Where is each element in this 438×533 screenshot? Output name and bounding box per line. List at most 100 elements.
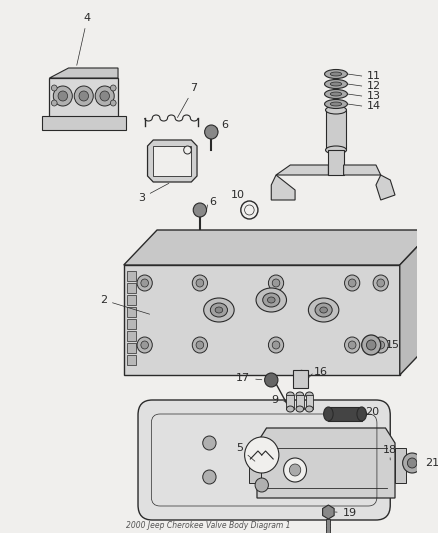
Polygon shape — [148, 140, 197, 182]
Text: 2000 Jeep Cherokee Valve Body Diagram 1: 2000 Jeep Cherokee Valve Body Diagram 1 — [126, 521, 291, 530]
Text: 15: 15 — [385, 340, 399, 350]
Circle shape — [272, 341, 280, 349]
Text: 6: 6 — [209, 197, 216, 207]
Circle shape — [265, 373, 278, 387]
Circle shape — [244, 437, 279, 473]
Circle shape — [255, 478, 268, 492]
Ellipse shape — [210, 303, 227, 317]
Circle shape — [407, 458, 417, 468]
Bar — [326, 519, 330, 533]
Text: 10: 10 — [230, 190, 244, 205]
Ellipse shape — [330, 92, 342, 96]
Circle shape — [241, 201, 258, 219]
Ellipse shape — [330, 102, 342, 106]
Circle shape — [345, 337, 360, 353]
Polygon shape — [49, 68, 118, 78]
Circle shape — [284, 458, 307, 482]
Circle shape — [53, 86, 72, 106]
Text: 6: 6 — [221, 120, 228, 130]
Circle shape — [58, 91, 67, 101]
Text: 11: 11 — [367, 71, 381, 81]
Polygon shape — [124, 230, 433, 265]
Text: 4: 4 — [77, 13, 91, 65]
Circle shape — [367, 340, 376, 350]
Text: 12: 12 — [367, 81, 381, 91]
Ellipse shape — [325, 106, 346, 114]
Text: 5: 5 — [236, 443, 255, 461]
Circle shape — [373, 337, 389, 353]
Circle shape — [348, 279, 356, 287]
Circle shape — [192, 337, 208, 353]
Text: 17: 17 — [236, 373, 262, 383]
Circle shape — [51, 100, 57, 106]
Circle shape — [268, 275, 284, 291]
Bar — [293, 370, 308, 388]
Circle shape — [141, 341, 148, 349]
Polygon shape — [376, 175, 395, 200]
Ellipse shape — [256, 288, 286, 312]
Bar — [127, 283, 136, 293]
Bar — [249, 448, 261, 483]
Text: 14: 14 — [367, 101, 381, 111]
Circle shape — [403, 453, 422, 473]
Polygon shape — [124, 265, 400, 375]
Polygon shape — [400, 230, 433, 375]
Text: 20: 20 — [365, 407, 380, 417]
Bar — [286, 395, 294, 409]
Circle shape — [377, 341, 385, 349]
Ellipse shape — [315, 303, 332, 317]
Bar — [325, 110, 346, 150]
Ellipse shape — [325, 146, 346, 154]
Circle shape — [110, 85, 116, 91]
FancyBboxPatch shape — [138, 400, 390, 520]
Circle shape — [137, 337, 152, 353]
Ellipse shape — [215, 307, 223, 313]
Bar — [127, 295, 136, 305]
Ellipse shape — [325, 79, 347, 88]
Ellipse shape — [204, 298, 234, 322]
Bar — [127, 307, 136, 317]
Ellipse shape — [324, 407, 333, 421]
Circle shape — [193, 203, 207, 217]
Circle shape — [373, 275, 389, 291]
Bar — [127, 319, 136, 329]
Text: 21: 21 — [425, 458, 438, 468]
Bar — [306, 395, 313, 409]
Ellipse shape — [263, 293, 280, 307]
Polygon shape — [323, 505, 334, 519]
Circle shape — [51, 85, 57, 91]
Circle shape — [345, 275, 360, 291]
Bar — [328, 407, 362, 421]
Ellipse shape — [296, 406, 304, 412]
Circle shape — [203, 470, 216, 484]
Circle shape — [203, 436, 216, 450]
Bar — [328, 150, 343, 175]
Ellipse shape — [325, 100, 347, 109]
Ellipse shape — [325, 90, 347, 99]
Text: 13: 13 — [367, 91, 381, 101]
Circle shape — [377, 279, 385, 287]
Bar — [395, 448, 406, 483]
Bar — [127, 343, 136, 353]
Polygon shape — [276, 165, 328, 175]
Text: 19: 19 — [335, 508, 357, 518]
Circle shape — [184, 146, 191, 154]
Polygon shape — [257, 428, 395, 498]
Text: 16: 16 — [314, 367, 328, 377]
Circle shape — [196, 341, 204, 349]
Circle shape — [192, 275, 208, 291]
Circle shape — [137, 275, 152, 291]
Circle shape — [100, 91, 110, 101]
Ellipse shape — [325, 69, 347, 78]
Ellipse shape — [306, 406, 313, 412]
Bar — [296, 395, 304, 409]
Circle shape — [110, 100, 116, 106]
Circle shape — [244, 205, 254, 215]
Polygon shape — [343, 165, 381, 175]
Circle shape — [268, 337, 284, 353]
Circle shape — [362, 335, 381, 355]
Ellipse shape — [296, 392, 304, 398]
Ellipse shape — [308, 298, 339, 322]
Ellipse shape — [268, 297, 275, 303]
Circle shape — [348, 341, 356, 349]
